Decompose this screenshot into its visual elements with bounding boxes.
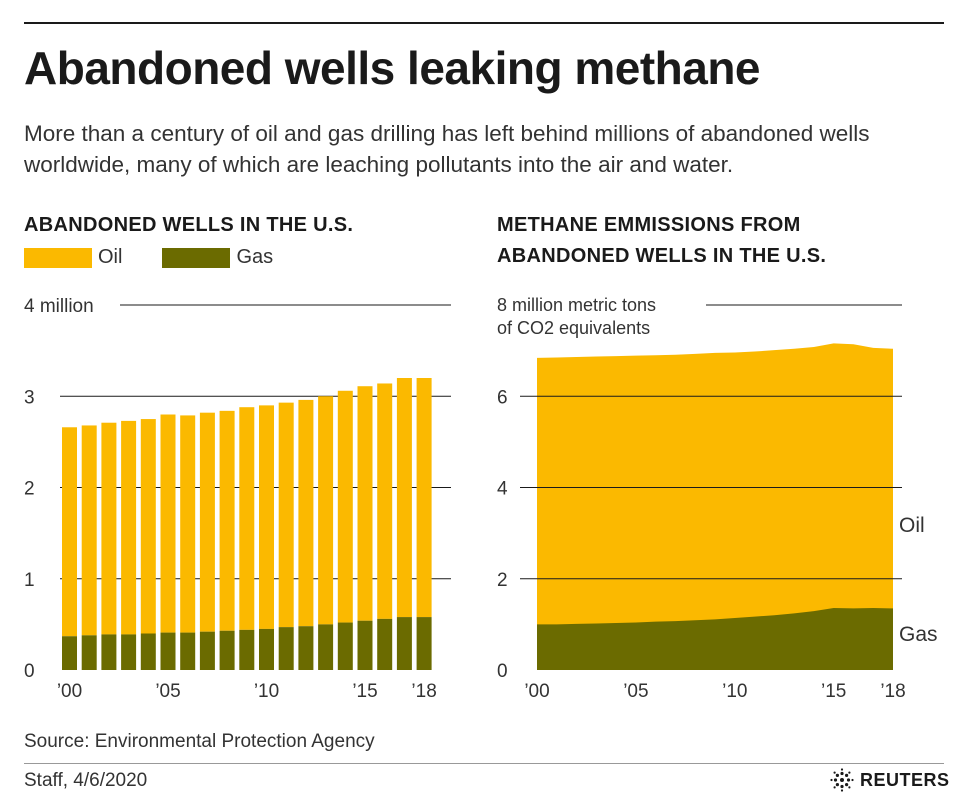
bar-oil xyxy=(62,427,77,637)
bar-oil xyxy=(140,419,156,634)
series-label-gas: Gas xyxy=(899,623,938,646)
bar-oil xyxy=(318,396,334,625)
x-tick-label-right: ’15 xyxy=(821,681,846,702)
x-tick-label-left: ’10 xyxy=(254,681,279,702)
bar-gas xyxy=(298,626,314,670)
bar-oil xyxy=(278,402,294,628)
bottom-rule xyxy=(24,763,944,764)
bar-gas xyxy=(278,627,294,670)
bar-oil xyxy=(396,378,412,618)
legend-item-gas: Gas xyxy=(162,246,273,269)
area-oil xyxy=(537,343,893,670)
legend-swatch-oil xyxy=(24,247,92,268)
bar-gas xyxy=(160,632,176,670)
reuters-wordmark: REUTERS xyxy=(860,769,950,790)
bar-oil xyxy=(416,378,432,618)
page-subtitle: More than a century of oil and gas drill… xyxy=(24,121,870,177)
top-rule xyxy=(24,22,944,24)
bar-gas xyxy=(416,617,432,670)
bar-oil xyxy=(121,420,137,635)
y-tick-label-right: 2 xyxy=(497,570,508,591)
y-tick-label-left: 3 xyxy=(24,387,35,408)
legend-swatch-gas xyxy=(162,247,231,268)
bar-gas xyxy=(259,628,274,670)
bar-oil xyxy=(259,405,274,629)
y-tick-label-right: 4 xyxy=(497,479,508,500)
bar-gas xyxy=(180,632,196,670)
series-label-oil: Oil xyxy=(899,514,925,537)
bar-oil xyxy=(199,412,215,632)
left-chart-title: ABANDONED WELLS IN THE U.S. xyxy=(24,214,354,236)
x-tick-label-right: ’18 xyxy=(880,681,905,702)
bar-gas xyxy=(357,620,373,670)
x-tick-label-right: ’10 xyxy=(722,681,747,702)
bar-oil xyxy=(81,425,97,636)
y-tick-label-left: 0 xyxy=(24,661,35,682)
bar-gas xyxy=(377,618,393,670)
bar-oil xyxy=(160,414,176,633)
right-chart-title: METHANE EMMISSIONS FROM ABANDONED WELLS … xyxy=(497,210,826,272)
x-tick-label-left: ’00 xyxy=(57,681,82,702)
bar-gas xyxy=(337,622,353,670)
bar-gas xyxy=(219,630,235,670)
y-tick-label-left: 1 xyxy=(24,570,35,591)
bar-gas xyxy=(199,631,215,670)
bar-oil xyxy=(357,386,373,621)
legend: Oil Gas xyxy=(24,246,289,269)
bar-gas xyxy=(101,634,117,670)
page-title: Abandoned wells leaking methane xyxy=(24,42,761,94)
bar-oil xyxy=(337,390,353,623)
legend-item-oil: Oil xyxy=(24,246,122,269)
x-tick-label-right: ’05 xyxy=(623,681,648,702)
x-tick-label-right: ’00 xyxy=(524,681,549,702)
bar-gas xyxy=(121,634,137,670)
unit-label-right-line2: of CO2 equivalents xyxy=(497,318,650,338)
y-tick-label-right: 0 xyxy=(497,661,508,682)
bar-oil xyxy=(101,422,117,635)
legend-label-gas: Gas xyxy=(236,246,274,268)
bar-gas xyxy=(81,635,97,670)
bar-gas xyxy=(239,629,255,670)
bar-oil xyxy=(298,399,314,627)
bar-gas xyxy=(62,636,77,670)
bar-gas xyxy=(318,624,334,670)
bar-oil xyxy=(377,383,393,619)
right-chart-title-line1: METHANE EMMISSIONS FROM xyxy=(497,214,801,236)
bar-oil xyxy=(180,415,196,633)
legend-label-oil: Oil xyxy=(98,246,123,268)
credit-line: Staff, 4/6/2020 xyxy=(24,770,148,791)
right-chart-title-line2: ABANDONED WELLS IN THE U.S. xyxy=(497,245,827,267)
y-tick-label-left: 4 million xyxy=(24,296,94,317)
bar-oil xyxy=(239,407,255,630)
source-note: Source: Environmental Protection Agency xyxy=(24,731,375,752)
unit-label-right-line1: 8 million metric tons xyxy=(497,295,656,315)
bar-gas xyxy=(140,633,156,670)
reuters-logo-icon xyxy=(830,768,854,792)
y-tick-label-right: 6 xyxy=(497,387,508,408)
y-tick-label-left: 2 xyxy=(24,479,35,500)
x-tick-label-left: ’18 xyxy=(411,681,436,702)
bar-gas xyxy=(396,617,412,670)
area-gas xyxy=(537,607,893,670)
x-tick-label-left: ’05 xyxy=(155,681,180,702)
x-tick-label-left: ’15 xyxy=(352,681,377,702)
reuters-logo: REUTERS xyxy=(830,768,950,792)
bar-oil xyxy=(219,410,235,631)
